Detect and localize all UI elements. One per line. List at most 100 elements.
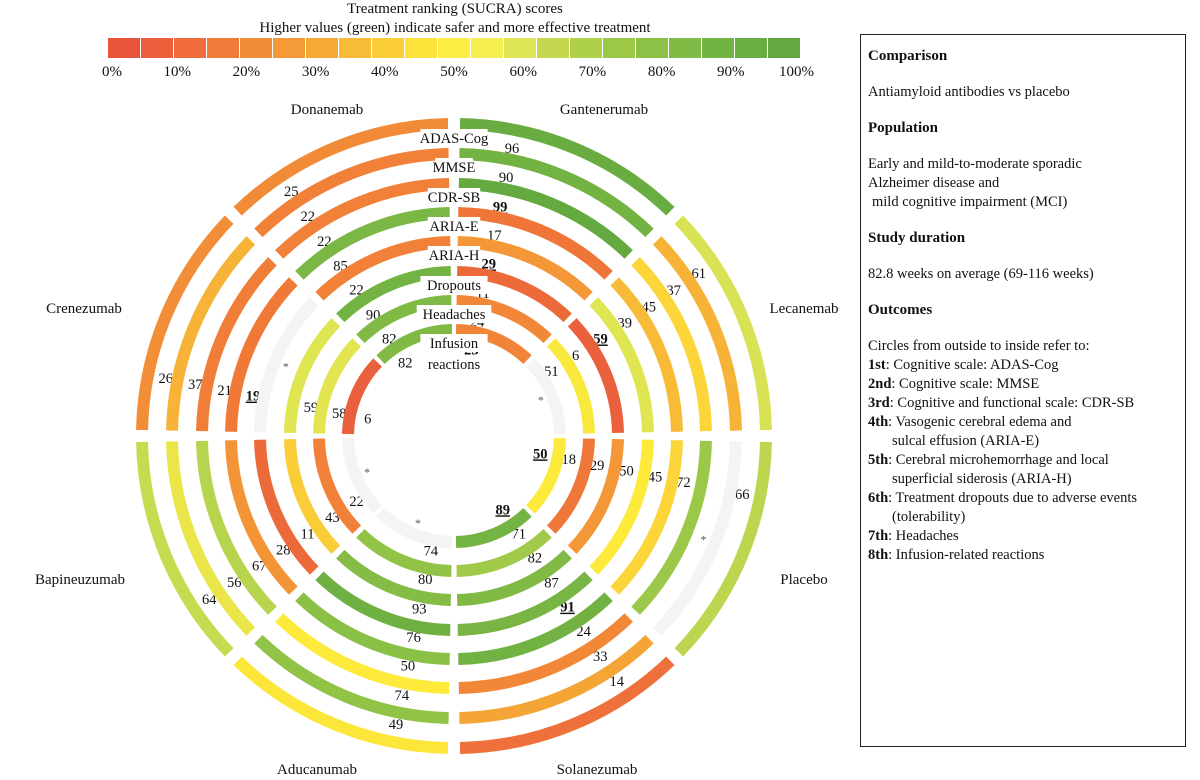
color-scale-segment (339, 38, 371, 58)
color-scale-segment (273, 38, 305, 58)
outcome-item: 4th: Vasogenic cerebral edema and sulcal … (868, 414, 1072, 449)
sucra-segment (546, 438, 595, 534)
sucra-value-label: 29 (481, 257, 496, 273)
study-info-box: Comparison Antiamyloid antibodies vs pla… (860, 34, 1186, 747)
sucra-segment (458, 592, 613, 665)
color-scale-segment (207, 38, 239, 58)
sucra-segment (233, 656, 449, 754)
color-scale-segment (306, 38, 338, 58)
sucra-segment (567, 438, 624, 554)
sucra-segment (376, 324, 453, 365)
color-scale-tick: 20% (232, 64, 261, 80)
ring-label: Dropouts (427, 278, 481, 294)
sucra-value-label: 37 (667, 283, 682, 299)
sucra-value-label: 59 (593, 332, 608, 348)
sucra-segment (455, 507, 532, 548)
sucra-segment (166, 236, 256, 431)
ring-label: ARIA-E (429, 219, 478, 235)
treatment-label: Bapineuzumab (35, 572, 125, 588)
sucra-value-label: 33 (593, 649, 608, 665)
treatment-label: Aducanumab (277, 762, 357, 778)
color-scale-tick: 70% (578, 64, 607, 80)
sucra-value-label: 49 (389, 717, 404, 733)
sucra-segment (456, 295, 552, 344)
sucra-segment (196, 440, 277, 615)
sucra-segment (458, 613, 633, 694)
color-scale-ticks: 0% 10% 20% 30% 40% 50% 60% 70% 80% 90% 100% (102, 64, 814, 82)
sucra-value-label: 37 (188, 377, 203, 393)
color-scale-bar (108, 38, 800, 58)
ring-label-bg (420, 276, 488, 294)
ring-label: reactions (428, 357, 481, 373)
sucra-value-label: 22 (349, 494, 364, 510)
color-scale-tick: 60% (509, 64, 537, 80)
duration-text: 82.8 weeks on average (69-116 weeks) (868, 266, 1094, 282)
sucra-value-label: 61 (692, 266, 707, 282)
sucra-segment (275, 178, 450, 259)
ring-label: Infusion (430, 336, 479, 352)
duration-heading: Study duration (868, 230, 966, 246)
ring-label-bg (427, 217, 481, 235)
color-scale-segment (537, 38, 569, 58)
sucra-segment (166, 441, 256, 636)
sucra-segment (610, 277, 683, 432)
treatment-label: Placebo (780, 572, 827, 588)
sucra-value-label: 66 (735, 487, 750, 503)
sucra-value-label: 50 (619, 464, 634, 480)
color-scale-tick: 10% (163, 64, 191, 80)
treatment-label: Crenezumab (46, 301, 122, 317)
treatment-label: Lecanemab (769, 301, 838, 317)
color-scale-tick: 90% (717, 64, 745, 80)
sucra-value-label: 50 (533, 446, 548, 462)
sucra-segment (525, 437, 566, 514)
sucra-value-label: 91 (560, 600, 575, 616)
color-scale-segment (636, 38, 668, 58)
sucra-value-label: 26 (159, 371, 174, 387)
sucra-segment (674, 441, 772, 657)
comparison-heading: Comparison (868, 48, 948, 64)
ring-label: CDR-SB (428, 190, 480, 206)
sucra-segment (225, 277, 298, 432)
sucra-segment (356, 528, 452, 577)
sucra-segment (136, 441, 234, 657)
legend-subtitle-line: Higher values (green) indicate safer and… (259, 20, 651, 36)
sucra-value-label: 93 (412, 602, 427, 618)
ring-label-bg (416, 305, 492, 323)
sucra-value-label: 14 (610, 674, 625, 690)
missing-segment (342, 437, 383, 514)
color-scale-tick: 30% (301, 64, 330, 80)
missing-segment (652, 441, 742, 636)
sucra-value-label: 74 (395, 688, 410, 704)
treatment-label: Donanemab (291, 102, 363, 118)
sucra-segment (459, 634, 654, 724)
outcomes-list: 1st: Cognitive scale: ADAS-Cog 2nd: Cogni… (868, 356, 1177, 565)
sucra-segment (254, 439, 319, 575)
sucra-segment (295, 592, 450, 665)
sucra-segment (458, 207, 613, 280)
population-line-3: mild cognitive impairment (MCI) (872, 194, 1068, 210)
sucra-segment (313, 338, 362, 434)
color-scale-segment (603, 38, 635, 58)
sucra-segment (136, 215, 234, 431)
ring-label-bg (416, 355, 492, 373)
color-scale-segment (240, 38, 272, 58)
legend-title-line: Treatment ranking (SUCRA) scores (347, 1, 563, 17)
comparison-text: Antiamyloid antibodies vs placebo (868, 84, 1070, 100)
color-scale-segment (141, 38, 173, 58)
color-scale-segment (702, 38, 734, 58)
sucra-segment (284, 318, 341, 434)
sucra-value-label: 21 (217, 383, 232, 399)
sucra-segment (225, 440, 298, 595)
ring-label: ADAS-Cog (420, 131, 488, 147)
outcome-item: 6th: Treatment dropouts due to adverse e… (868, 490, 1138, 525)
sucra-value-label: 56 (227, 575, 242, 591)
color-scale-segment (174, 38, 206, 58)
sucra-value-label: 71 (512, 526, 527, 542)
sucra-segment (356, 295, 452, 344)
missing-marker: * (700, 532, 706, 546)
sucra-segment (254, 148, 449, 238)
sucra-value-label: 82 (398, 356, 413, 372)
sucra-value-label: 24 (576, 624, 591, 640)
sucra-segment (459, 118, 675, 216)
ring-label-bg (420, 129, 488, 147)
